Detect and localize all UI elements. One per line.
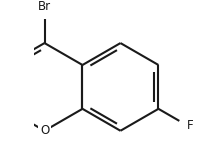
Text: O: O	[40, 124, 49, 137]
Text: Br: Br	[38, 0, 51, 13]
Text: F: F	[187, 119, 194, 132]
